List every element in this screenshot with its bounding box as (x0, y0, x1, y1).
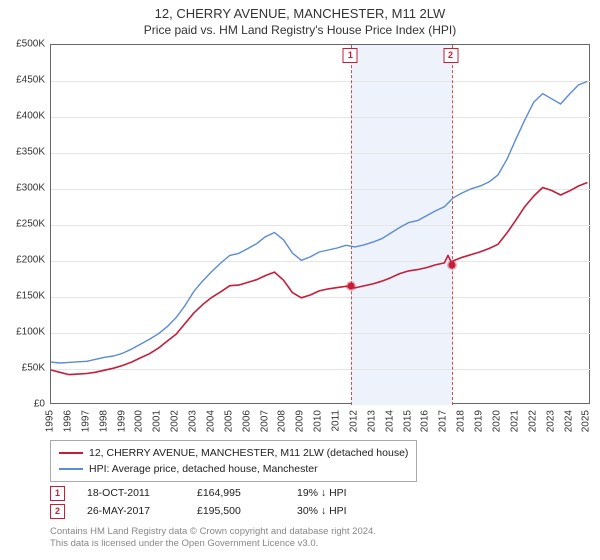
y-tick-label: £200K (0, 255, 45, 266)
x-tick-label: 1998 (98, 410, 109, 432)
x-tick-label: 2022 (527, 410, 538, 432)
footer-line: This data is licensed under the Open Gov… (50, 538, 376, 550)
sale-index-box: 1 (50, 486, 65, 501)
y-tick-label: £150K (0, 291, 45, 302)
x-tick-label: 1996 (62, 410, 73, 432)
y-tick-label: £0 (0, 399, 45, 410)
legend-label: HPI: Average price, detached house, Manc… (89, 463, 318, 475)
legend-swatch (59, 452, 83, 454)
chart-container: 12, CHERRY AVENUE, MANCHESTER, M11 2LW P… (0, 0, 600, 560)
x-tick-label: 2020 (492, 410, 503, 432)
plot-frame (50, 44, 590, 404)
sale-date: 26-MAY-2017 (87, 505, 197, 517)
sale-diff: 19% ↓ HPI (297, 487, 417, 499)
sale-price: £164,995 (197, 487, 297, 499)
x-tick-label: 2000 (134, 410, 145, 432)
sale-flag: 2 (443, 48, 458, 63)
sale-index-box: 2 (50, 504, 65, 519)
x-tick-label: 2017 (438, 410, 449, 432)
plot-area: £0£50K£100K£150K£200K£250K£300K£350K£400… (50, 44, 590, 404)
x-tick-label: 2002 (170, 410, 181, 432)
sale-diff: 30% ↓ HPI (297, 505, 417, 517)
sale-point-marker (448, 261, 455, 268)
legend: 12, CHERRY AVENUE, MANCHESTER, M11 2LW (… (50, 440, 417, 482)
x-tick-label: 2023 (545, 410, 556, 432)
x-tick-label: 1995 (45, 410, 56, 432)
x-tick-label: 2021 (509, 410, 520, 432)
x-tick-label: 2025 (581, 410, 592, 432)
sale-records: 1 18-OCT-2011 £164,995 19% ↓ HPI 2 26-MA… (50, 484, 417, 520)
legend-item: 12, CHERRY AVENUE, MANCHESTER, M11 2LW (… (59, 445, 408, 461)
x-tick-label: 2008 (277, 410, 288, 432)
y-tick-label: £500K (0, 39, 45, 50)
x-tick-label: 2009 (295, 410, 306, 432)
legend-label: 12, CHERRY AVENUE, MANCHESTER, M11 2LW (… (89, 447, 408, 459)
sale-record-row: 2 26-MAY-2017 £195,500 30% ↓ HPI (50, 502, 417, 520)
x-tick-label: 2005 (223, 410, 234, 432)
x-tick-label: 2019 (474, 410, 485, 432)
x-tick-label: 2014 (384, 410, 395, 432)
x-tick-label: 2012 (348, 410, 359, 432)
y-tick-label: £400K (0, 111, 45, 122)
y-tick-label: £300K (0, 183, 45, 194)
x-tick-label: 2018 (456, 410, 467, 432)
sale-date: 18-OCT-2011 (87, 487, 197, 499)
x-tick-label: 2015 (402, 410, 413, 432)
y-tick-label: £100K (0, 327, 45, 338)
footer-attribution: Contains HM Land Registry data © Crown c… (50, 526, 376, 550)
footer-line: Contains HM Land Registry data © Crown c… (50, 526, 376, 538)
x-tick-label: 1999 (116, 410, 127, 432)
x-tick-label: 2001 (152, 410, 163, 432)
sale-record-row: 1 18-OCT-2011 £164,995 19% ↓ HPI (50, 484, 417, 502)
x-tick-label: 2011 (331, 410, 342, 432)
x-tick-label: 2024 (563, 410, 574, 432)
legend-swatch (59, 468, 83, 470)
y-tick-label: £250K (0, 219, 45, 230)
line-series (51, 45, 591, 405)
x-tick-label: 2006 (241, 410, 252, 432)
x-tick-label: 2007 (259, 410, 270, 432)
sale-flag: 1 (343, 48, 358, 63)
x-tick-label: 2013 (366, 410, 377, 432)
y-tick-label: £450K (0, 75, 45, 86)
legend-item: HPI: Average price, detached house, Manc… (59, 461, 408, 477)
sale-point-marker (348, 283, 355, 290)
x-tick-label: 2016 (420, 410, 431, 432)
x-tick-label: 2010 (313, 410, 324, 432)
chart-title-line2: Price paid vs. HM Land Registry's House … (0, 21, 600, 41)
y-tick-label: £350K (0, 147, 45, 158)
y-tick-label: £50K (0, 363, 45, 374)
x-tick-label: 2003 (188, 410, 199, 432)
chart-title-line1: 12, CHERRY AVENUE, MANCHESTER, M11 2LW (0, 0, 600, 21)
x-tick-label: 1997 (80, 410, 91, 432)
sale-price: £195,500 (197, 505, 297, 517)
x-tick-label: 2004 (205, 410, 216, 432)
